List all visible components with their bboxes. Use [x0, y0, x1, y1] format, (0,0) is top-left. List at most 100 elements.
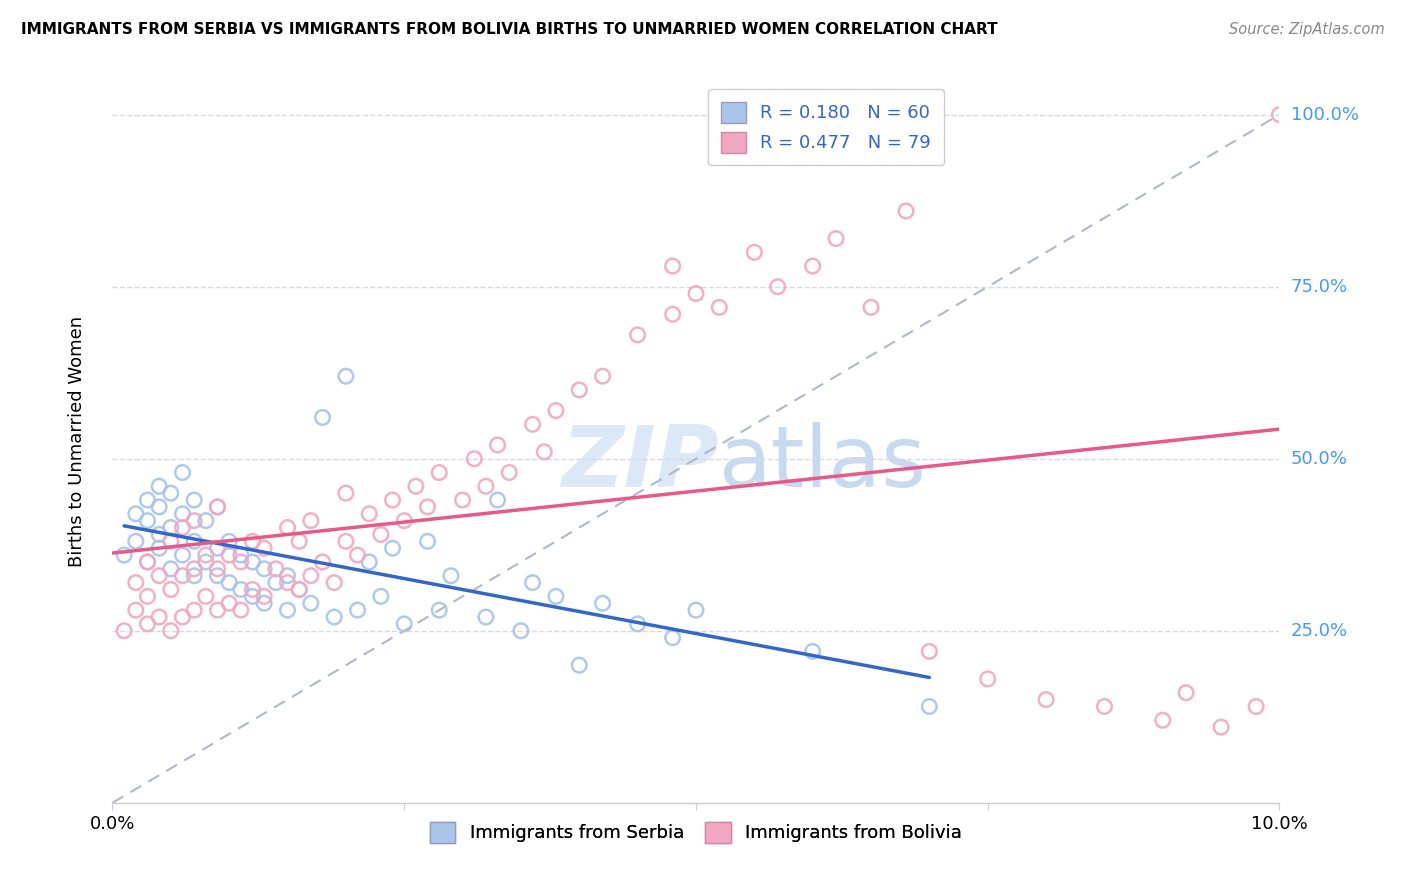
Point: [475, 479, 498, 493]
Point: [276, 575, 298, 590]
Point: [1175, 686, 1198, 700]
Point: [160, 534, 183, 549]
Point: [346, 548, 368, 562]
Point: [475, 610, 498, 624]
Point: [229, 555, 252, 569]
Point: [709, 301, 731, 315]
Point: [172, 548, 194, 562]
Point: [359, 555, 381, 569]
Point: [801, 644, 824, 658]
Text: 25.0%: 25.0%: [1291, 622, 1348, 640]
Point: [194, 548, 217, 562]
Point: [242, 582, 264, 597]
Point: [183, 493, 205, 508]
Text: 50.0%: 50.0%: [1291, 450, 1347, 467]
Point: [299, 568, 322, 582]
Point: [288, 534, 311, 549]
Point: [183, 603, 205, 617]
Point: [125, 603, 148, 617]
Point: [276, 603, 298, 617]
Point: [148, 568, 170, 582]
Point: [346, 603, 368, 617]
Legend: Immigrants from Serbia, Immigrants from Bolivia: Immigrants from Serbia, Immigrants from …: [420, 813, 972, 852]
Text: IMMIGRANTS FROM SERBIA VS IMMIGRANTS FROM BOLIVIA BIRTHS TO UNMARRIED WOMEN CORR: IMMIGRANTS FROM SERBIA VS IMMIGRANTS FRO…: [21, 22, 998, 37]
Point: [498, 466, 520, 480]
Point: [627, 616, 650, 631]
Point: [112, 548, 135, 562]
Point: [148, 527, 170, 541]
Point: [544, 403, 567, 417]
Point: [218, 548, 240, 562]
Point: [335, 369, 357, 384]
Point: [172, 610, 194, 624]
Point: [112, 624, 135, 638]
Point: [183, 562, 205, 576]
Point: [299, 596, 322, 610]
Point: [183, 514, 205, 528]
Point: [522, 575, 544, 590]
Point: [207, 603, 229, 617]
Point: [172, 520, 194, 534]
Point: [160, 624, 183, 638]
Point: [370, 527, 392, 541]
Point: [568, 383, 591, 397]
Point: [1244, 699, 1267, 714]
Point: [160, 562, 183, 576]
Point: [568, 658, 591, 673]
Point: [136, 493, 159, 508]
Point: [509, 624, 531, 638]
Point: [264, 562, 287, 576]
Point: [394, 514, 416, 528]
Point: [825, 231, 848, 245]
Point: [486, 493, 509, 508]
Point: [742, 245, 765, 260]
Point: [335, 534, 357, 549]
Point: [661, 631, 683, 645]
Point: [661, 307, 683, 321]
Point: [288, 582, 311, 597]
Text: ZIP: ZIP: [561, 422, 720, 505]
Point: [359, 507, 381, 521]
Point: [136, 555, 159, 569]
Point: [242, 590, 264, 604]
Point: [207, 500, 229, 514]
Point: [207, 562, 229, 576]
Point: [416, 500, 439, 514]
Point: [627, 327, 650, 342]
Point: [172, 466, 194, 480]
Text: 100.0%: 100.0%: [1291, 105, 1358, 124]
Point: [253, 562, 276, 576]
Point: [194, 514, 217, 528]
Point: [918, 699, 941, 714]
Point: [522, 417, 544, 432]
Point: [894, 204, 917, 219]
Point: [207, 500, 229, 514]
Point: [416, 534, 439, 549]
Point: [1152, 713, 1174, 727]
Point: [148, 610, 170, 624]
Y-axis label: Births to Unmarried Women: Births to Unmarried Women: [67, 316, 86, 567]
Point: [242, 534, 264, 549]
Point: [1209, 720, 1232, 734]
Point: [976, 672, 998, 686]
Point: [242, 555, 264, 569]
Text: Source: ZipAtlas.com: Source: ZipAtlas.com: [1229, 22, 1385, 37]
Point: [276, 520, 298, 534]
Point: [172, 568, 194, 582]
Point: [661, 259, 683, 273]
Point: [486, 438, 509, 452]
Point: [160, 486, 183, 500]
Point: [427, 603, 450, 617]
Point: [148, 541, 170, 556]
Point: [160, 520, 183, 534]
Point: [405, 479, 427, 493]
Point: [592, 369, 614, 384]
Point: [264, 575, 287, 590]
Point: [136, 555, 159, 569]
Point: [136, 514, 159, 528]
Point: [229, 603, 252, 617]
Point: [148, 479, 170, 493]
Point: [394, 616, 416, 631]
Point: [440, 568, 463, 582]
Text: atlas: atlas: [720, 422, 928, 505]
